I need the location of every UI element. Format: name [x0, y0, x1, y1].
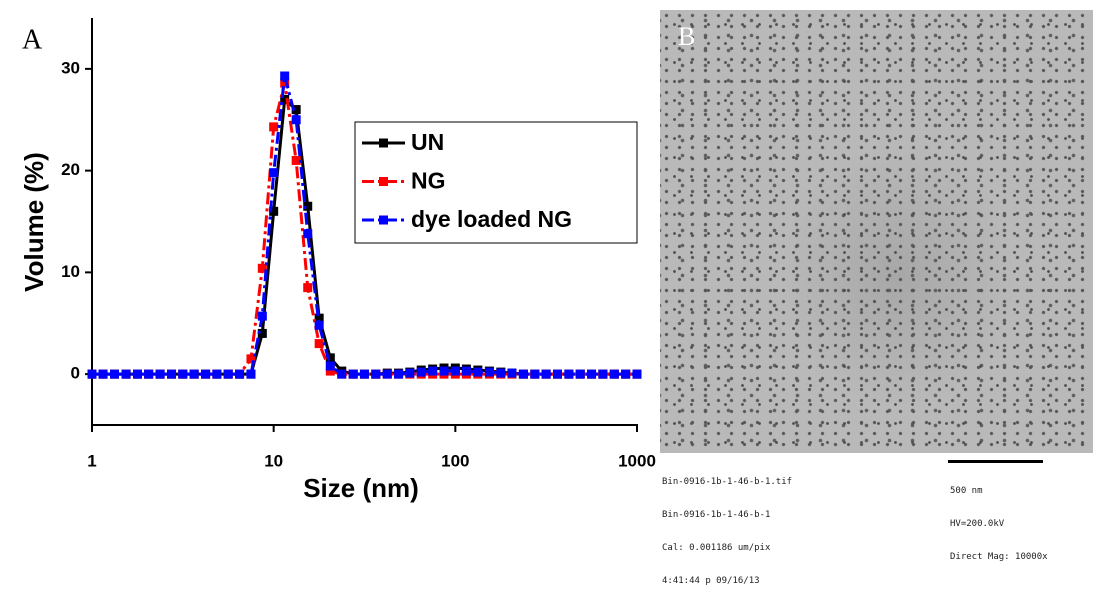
marker — [439, 366, 449, 376]
marker — [257, 328, 267, 338]
x-tick-label: 10 — [264, 451, 283, 470]
marker — [280, 94, 290, 104]
marker — [246, 369, 256, 379]
marker — [428, 366, 438, 376]
legend-label: NG — [411, 168, 446, 194]
marker — [257, 263, 267, 273]
marker — [598, 369, 608, 379]
marker — [246, 354, 256, 364]
scale-bar — [948, 460, 1043, 463]
marker — [382, 369, 392, 379]
marker — [223, 369, 233, 379]
marker — [291, 115, 301, 125]
info-line: Cal: 0.001186 um/pix — [662, 543, 771, 553]
marker — [314, 320, 324, 330]
marker — [98, 369, 108, 379]
y-tick-label: 20 — [61, 160, 80, 179]
marker — [325, 366, 335, 376]
marker — [269, 168, 279, 178]
marker — [359, 369, 369, 379]
marker — [337, 369, 347, 379]
x-tick-label: 100 — [441, 451, 469, 470]
marker — [144, 369, 154, 379]
x-tick-label: 1 — [87, 451, 96, 470]
marker — [269, 122, 279, 132]
legend-marker — [379, 138, 388, 148]
info-right: 500 nm HV=200.0kV Direct Mag: 10000x — [950, 464, 1048, 585]
marker — [314, 339, 324, 349]
marker — [450, 366, 460, 376]
marker — [496, 368, 506, 378]
marker — [609, 369, 619, 379]
marker — [314, 313, 324, 323]
marker — [280, 71, 290, 81]
marker — [541, 369, 551, 379]
marker — [552, 369, 562, 379]
marker — [348, 369, 358, 379]
marker — [507, 368, 517, 378]
marker — [394, 369, 404, 379]
marker — [325, 361, 335, 371]
marker — [87, 369, 97, 379]
legend-label: UN — [411, 129, 444, 155]
marker — [621, 369, 631, 379]
marker — [564, 369, 574, 379]
marker — [371, 369, 381, 379]
marker — [325, 353, 335, 363]
panel-label: A — [22, 24, 43, 55]
micrograph-image — [660, 10, 1093, 453]
marker — [167, 369, 177, 379]
marker — [155, 369, 165, 379]
marker — [269, 206, 279, 216]
marker — [587, 369, 597, 379]
info-line: Bin-0916-1b-1-46-b-1.tif — [662, 477, 793, 487]
scale-bar-label: 500 nm — [950, 486, 983, 496]
info-line: Direct Mag: 10000x — [950, 552, 1048, 562]
marker — [189, 369, 199, 379]
marker — [109, 369, 119, 379]
marker — [257, 311, 267, 321]
marker — [178, 369, 188, 379]
marker — [632, 369, 642, 379]
marker — [212, 369, 222, 379]
figure: A Size (nm) Volume (%) 0 10 20 30 1 10 100 1000… — [19, 10, 1093, 586]
info-line: 4:41:44 p 09/16/13 — [662, 576, 760, 586]
marker — [303, 229, 313, 239]
panel-label: B — [678, 22, 696, 51]
y-tick-label: 0 — [71, 364, 80, 383]
x-tick-label: 1000 — [618, 451, 656, 470]
marker — [303, 201, 313, 211]
marker — [416, 367, 426, 377]
marker — [132, 369, 142, 379]
marker — [303, 283, 313, 293]
marker — [280, 78, 290, 88]
marker — [530, 369, 540, 379]
marker — [201, 369, 211, 379]
info-left: Bin-0916-1b-1-46-b-1.tif Bin-0916-1b-1-4… — [662, 455, 792, 609]
info-line: Bin-0916-1b-1-46-b-1 — [662, 510, 771, 520]
x-axis-label: Size (nm) — [303, 473, 419, 503]
y-tick-label: 30 — [61, 58, 80, 77]
marker — [291, 155, 301, 165]
marker — [473, 367, 483, 377]
info-line: HV=200.0kV — [950, 519, 1005, 529]
chart: A Size (nm) Volume (%) 0 10 20 30 1 10 100 1000… — [19, 18, 656, 503]
y-tick-label: 10 — [61, 262, 80, 281]
marker — [291, 105, 301, 115]
marker — [235, 369, 245, 379]
marker — [461, 366, 471, 376]
legend-marker — [379, 215, 388, 225]
marker — [121, 369, 131, 379]
marker — [484, 367, 494, 377]
marker — [575, 369, 585, 379]
legend-marker — [379, 177, 388, 186]
legend-label: dye loaded NG — [411, 206, 572, 232]
y-axis-label: Volume (%) — [19, 152, 49, 292]
marker — [518, 369, 528, 379]
marker — [405, 368, 415, 378]
